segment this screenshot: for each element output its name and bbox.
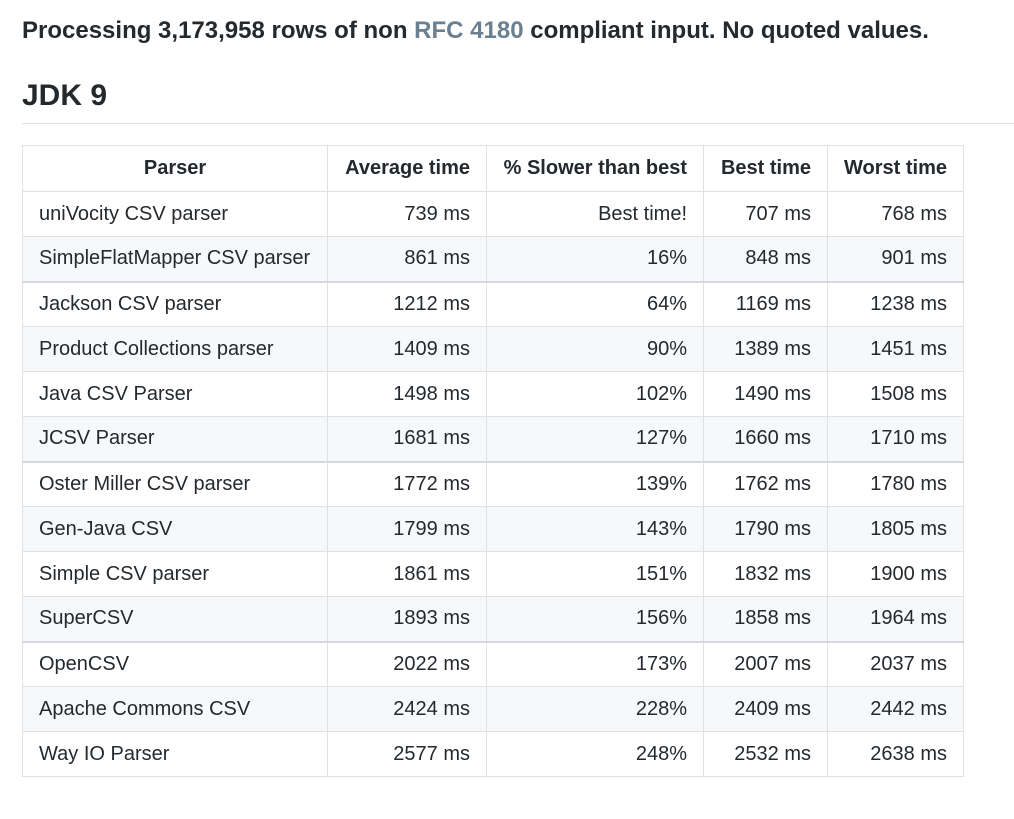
table-row: Way IO Parser 2577 ms 248% 2532 ms 2638 …	[22, 731, 964, 777]
table-row: uniVocity CSV parser 739 ms Best time! 7…	[22, 191, 964, 237]
cell-parser: JCSV Parser	[22, 416, 328, 462]
cell-worst-time: 1780 ms	[827, 460, 964, 507]
cell-percent-slower: 173%	[486, 640, 704, 687]
table-row: OpenCSV 2022 ms 173% 2007 ms 2037 ms	[22, 640, 964, 687]
cell-percent-slower: 143%	[486, 506, 704, 552]
cell-average-time: 1893 ms	[327, 596, 487, 642]
cell-average-time: 2424 ms	[327, 686, 487, 732]
cell-average-time: 1772 ms	[327, 460, 487, 507]
cell-parser: Simple CSV parser	[22, 551, 328, 597]
cell-percent-slower: 248%	[486, 731, 704, 777]
cell-average-time: 2577 ms	[327, 731, 487, 777]
cell-percent-slower: 16%	[486, 236, 704, 282]
cell-parser: Product Collections parser	[22, 326, 328, 372]
table-header: Parser Average time % Slower than best B…	[22, 145, 964, 192]
cell-worst-time: 2442 ms	[827, 686, 964, 732]
intro-prefix: Processing 3,173,958 rows of non	[22, 17, 415, 44]
cell-average-time: 1861 ms	[327, 551, 487, 597]
cell-percent-slower: 151%	[486, 551, 704, 597]
cell-average-time: 1681 ms	[327, 416, 487, 462]
cell-average-time: 1799 ms	[327, 506, 487, 552]
table-row: SimpleFlatMapper CSV parser 861 ms 16% 8…	[22, 236, 964, 282]
cell-parser: SuperCSV	[22, 596, 328, 642]
cell-worst-time: 901 ms	[827, 236, 964, 282]
cell-parser: Apache Commons CSV	[22, 686, 328, 732]
intro-text: Processing 3,173,958 rows of non RFC 418…	[22, 14, 929, 48]
cell-worst-time: 2638 ms	[827, 731, 964, 777]
cell-worst-time: 1238 ms	[827, 280, 964, 327]
cell-parser: Oster Miller CSV parser	[22, 460, 328, 507]
section-heading: JDK 9	[22, 76, 1014, 124]
cell-best-time: 2409 ms	[703, 686, 828, 732]
table-row: Product Collections parser 1409 ms 90% 1…	[22, 326, 964, 372]
cell-best-time: 1660 ms	[703, 416, 828, 462]
cell-best-time: 848 ms	[703, 236, 828, 282]
header-row: Parser Average time % Slower than best B…	[22, 145, 964, 192]
table-row: Gen-Java CSV 1799 ms 143% 1790 ms 1805 m…	[22, 506, 964, 552]
cell-percent-slower: 102%	[486, 371, 704, 417]
cell-best-time: 707 ms	[703, 191, 828, 237]
cell-percent-slower: 156%	[486, 596, 704, 642]
cell-percent-slower: Best time!	[486, 191, 704, 237]
header-parser: Parser	[22, 145, 328, 192]
intro-suffix: compliant input. No quoted values.	[523, 17, 929, 44]
cell-parser: Way IO Parser	[22, 731, 328, 777]
table-row: Apache Commons CSV 2424 ms 228% 2409 ms …	[22, 686, 964, 732]
table-row: SuperCSV 1893 ms 156% 1858 ms 1964 ms	[22, 596, 964, 642]
benchmark-table: Parser Average time % Slower than best B…	[22, 145, 964, 777]
table-row: Simple CSV parser 1861 ms 151% 1832 ms 1…	[22, 551, 964, 597]
header-average-time: Average time	[327, 145, 487, 192]
cell-percent-slower: 90%	[486, 326, 704, 372]
cell-parser: Jackson CSV parser	[22, 280, 328, 327]
cell-worst-time: 1508 ms	[827, 371, 964, 417]
table-row: Jackson CSV parser 1212 ms 64% 1169 ms 1…	[22, 280, 964, 327]
cell-average-time: 1498 ms	[327, 371, 487, 417]
cell-parser: Gen-Java CSV	[22, 506, 328, 552]
cell-best-time: 1790 ms	[703, 506, 828, 552]
table-row: Java CSV Parser 1498 ms 102% 1490 ms 150…	[22, 371, 964, 417]
cell-worst-time: 1710 ms	[827, 416, 964, 462]
cell-best-time: 1389 ms	[703, 326, 828, 372]
rfc-4180-link[interactable]: RFC 4180	[414, 17, 524, 44]
header-worst-time: Worst time	[827, 145, 964, 192]
cell-percent-slower: 139%	[486, 460, 704, 507]
cell-best-time: 2532 ms	[703, 731, 828, 777]
cell-worst-time: 1805 ms	[827, 506, 964, 552]
cell-worst-time: 1900 ms	[827, 551, 964, 597]
cell-worst-time: 768 ms	[827, 191, 964, 237]
header-best-time: Best time	[703, 145, 828, 192]
cell-best-time: 1832 ms	[703, 551, 828, 597]
cell-best-time: 1762 ms	[703, 460, 828, 507]
cell-best-time: 1169 ms	[703, 280, 828, 327]
cell-best-time: 1490 ms	[703, 371, 828, 417]
cell-parser: SimpleFlatMapper CSV parser	[22, 236, 328, 282]
cell-percent-slower: 64%	[486, 280, 704, 327]
cell-parser: Java CSV Parser	[22, 371, 328, 417]
header-percent-slower: % Slower than best	[486, 145, 704, 192]
table-row: Oster Miller CSV parser 1772 ms 139% 176…	[22, 460, 964, 507]
cell-average-time: 1212 ms	[327, 280, 487, 327]
cell-worst-time: 1964 ms	[827, 596, 964, 642]
cell-average-time: 1409 ms	[327, 326, 487, 372]
cell-average-time: 861 ms	[327, 236, 487, 282]
cell-parser: OpenCSV	[22, 640, 328, 687]
cell-average-time: 2022 ms	[327, 640, 487, 687]
cell-best-time: 2007 ms	[703, 640, 828, 687]
table-row: JCSV Parser 1681 ms 127% 1660 ms 1710 ms	[22, 416, 964, 462]
cell-average-time: 739 ms	[327, 191, 487, 237]
cell-best-time: 1858 ms	[703, 596, 828, 642]
table-body: uniVocity CSV parser 739 ms Best time! 7…	[22, 191, 964, 777]
cell-worst-time: 2037 ms	[827, 640, 964, 687]
cell-percent-slower: 127%	[486, 416, 704, 462]
cell-worst-time: 1451 ms	[827, 326, 964, 372]
cell-parser: uniVocity CSV parser	[22, 191, 328, 237]
cell-percent-slower: 228%	[486, 686, 704, 732]
